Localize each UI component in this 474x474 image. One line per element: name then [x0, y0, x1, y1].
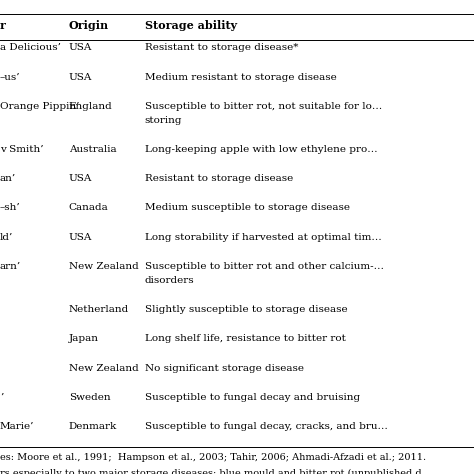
Text: ’: ’ [0, 393, 3, 402]
Text: es: Moore et al., 1991;  Hampson et al., 2003; Tahir, 2006; Ahmadi-Afzadi et al.: es: Moore et al., 1991; Hampson et al., … [0, 453, 426, 462]
Text: Orange Pippin’: Orange Pippin’ [0, 102, 80, 111]
Text: Long-keeping apple with low ethylene pro…: Long-keeping apple with low ethylene pro… [145, 145, 377, 154]
Text: USA: USA [69, 233, 92, 242]
Text: Susceptible to fungal decay, cracks, and bru…: Susceptible to fungal decay, cracks, and… [145, 422, 387, 431]
Text: –sh’: –sh’ [0, 203, 21, 212]
Text: New Zealand: New Zealand [69, 262, 138, 271]
Text: disorders: disorders [145, 276, 194, 285]
Text: Storage ability: Storage ability [145, 20, 237, 31]
Text: Long storability if harvested at optimal tim…: Long storability if harvested at optimal… [145, 233, 381, 242]
Text: Susceptible to fungal decay and bruising: Susceptible to fungal decay and bruising [145, 393, 360, 402]
Text: Sweden: Sweden [69, 393, 110, 402]
Text: Origin: Origin [69, 20, 109, 31]
Text: Medium susceptible to storage disease: Medium susceptible to storage disease [145, 203, 349, 212]
Text: Susceptible to bitter rot and other calcium-…: Susceptible to bitter rot and other calc… [145, 262, 383, 271]
Text: England: England [69, 102, 112, 111]
Text: Netherland: Netherland [69, 305, 129, 314]
Text: rs especially to two major storage diseases; blue mould and bitter rot (unpublis: rs especially to two major storage disea… [0, 469, 431, 474]
Text: Slightly susceptible to storage disease: Slightly susceptible to storage disease [145, 305, 347, 314]
Text: Long shelf life, resistance to bitter rot: Long shelf life, resistance to bitter ro… [145, 334, 346, 343]
Text: Japan: Japan [69, 334, 99, 343]
Text: –us’: –us’ [0, 73, 21, 82]
Text: USA: USA [69, 43, 92, 52]
Text: a Delicious’: a Delicious’ [0, 43, 61, 52]
Text: Denmark: Denmark [69, 422, 117, 431]
Text: v Smith’: v Smith’ [0, 145, 44, 154]
Text: Medium resistant to storage disease: Medium resistant to storage disease [145, 73, 337, 82]
Text: ld’: ld’ [0, 233, 13, 242]
Text: Resistant to storage disease: Resistant to storage disease [145, 174, 293, 183]
Text: r: r [0, 20, 6, 31]
Text: Resistant to storage disease*: Resistant to storage disease* [145, 43, 298, 52]
Text: arn’: arn’ [0, 262, 21, 271]
Text: USA: USA [69, 73, 92, 82]
Text: New Zealand: New Zealand [69, 364, 138, 373]
Text: Marie’: Marie’ [0, 422, 35, 431]
Text: USA: USA [69, 174, 92, 183]
Text: Australia: Australia [69, 145, 116, 154]
Text: Canada: Canada [69, 203, 109, 212]
Text: storing: storing [145, 116, 182, 125]
Text: No significant storage disease: No significant storage disease [145, 364, 303, 373]
Text: an’: an’ [0, 174, 16, 183]
Text: Susceptible to bitter rot, not suitable for lo…: Susceptible to bitter rot, not suitable … [145, 102, 382, 111]
